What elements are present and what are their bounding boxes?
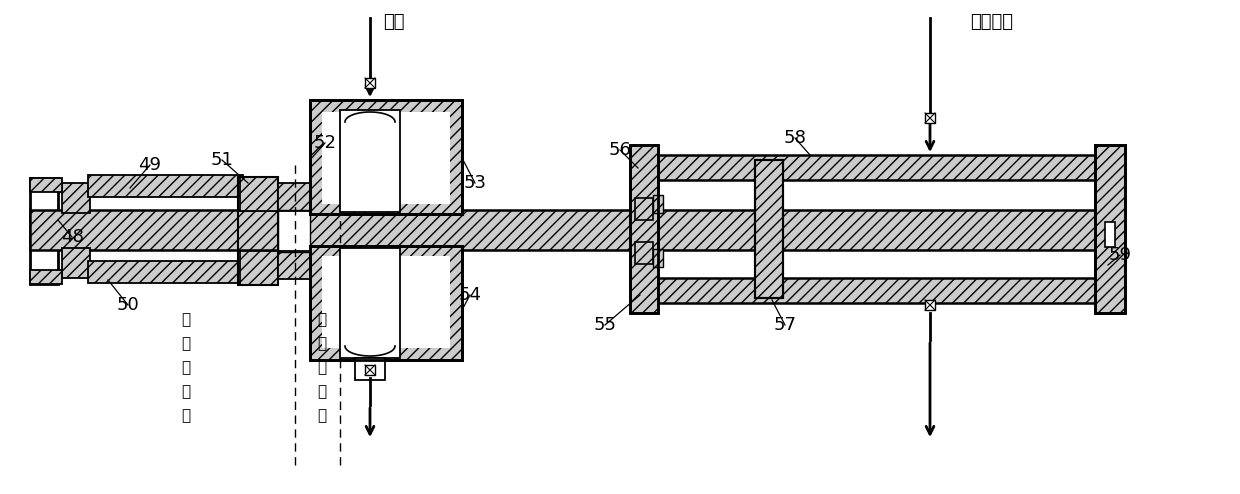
Text: 压缩空气: 压缩空气 — [970, 13, 1013, 31]
Text: 点: 点 — [181, 409, 191, 423]
Bar — [62, 248, 91, 278]
Bar — [340, 248, 401, 358]
Bar — [62, 183, 91, 213]
Bar — [310, 246, 463, 360]
Text: 计: 计 — [181, 336, 191, 352]
Bar — [925, 300, 935, 310]
Bar — [88, 261, 243, 283]
Text: 50: 50 — [117, 296, 139, 314]
Bar — [30, 178, 58, 284]
Bar — [241, 251, 278, 285]
Bar — [663, 180, 1095, 278]
Text: 55: 55 — [594, 316, 616, 334]
Bar — [365, 78, 374, 88]
Bar — [241, 210, 278, 252]
Bar — [30, 270, 62, 284]
Bar — [238, 177, 278, 285]
Bar — [755, 160, 782, 298]
Text: 49: 49 — [139, 156, 161, 174]
Bar — [1105, 222, 1115, 247]
Text: 点: 点 — [317, 409, 326, 423]
Bar — [653, 249, 663, 267]
Bar — [310, 100, 463, 214]
Text: 51: 51 — [211, 151, 233, 169]
Bar — [635, 278, 1095, 303]
Bar — [635, 242, 653, 264]
Bar — [310, 100, 463, 214]
Text: 计: 计 — [317, 336, 326, 352]
Bar — [88, 175, 243, 197]
Bar — [1095, 145, 1125, 313]
Bar — [355, 358, 384, 380]
Text: 58: 58 — [784, 129, 806, 147]
Bar — [241, 177, 278, 211]
Text: 54: 54 — [459, 286, 481, 304]
Bar — [322, 256, 450, 348]
Bar — [630, 145, 658, 313]
Text: 53: 53 — [464, 174, 486, 192]
Bar — [1095, 145, 1125, 313]
Bar — [925, 113, 935, 123]
Text: 上: 上 — [317, 361, 326, 375]
Text: 56: 56 — [609, 141, 631, 159]
Bar — [278, 210, 310, 252]
Text: 设: 设 — [317, 313, 326, 328]
Bar — [630, 145, 658, 313]
Bar — [278, 251, 310, 279]
Bar — [653, 195, 663, 213]
Bar — [322, 112, 450, 204]
Text: 52: 52 — [314, 134, 336, 152]
Bar — [30, 210, 1095, 250]
Text: 59: 59 — [1109, 246, 1131, 264]
Bar — [755, 160, 782, 298]
Bar — [278, 210, 310, 252]
Bar — [30, 178, 62, 192]
Bar — [278, 183, 310, 211]
Bar — [310, 246, 463, 360]
Text: 48: 48 — [61, 228, 83, 246]
Text: 57: 57 — [774, 316, 796, 334]
Text: 止: 止 — [181, 384, 191, 400]
Bar — [635, 155, 1095, 180]
Text: 工质: 工质 — [383, 13, 404, 31]
Text: 设: 设 — [181, 313, 191, 328]
Bar — [340, 110, 401, 212]
Bar — [365, 365, 374, 375]
Bar — [635, 198, 653, 220]
Text: 下: 下 — [181, 361, 191, 375]
Text: 止: 止 — [317, 384, 326, 400]
